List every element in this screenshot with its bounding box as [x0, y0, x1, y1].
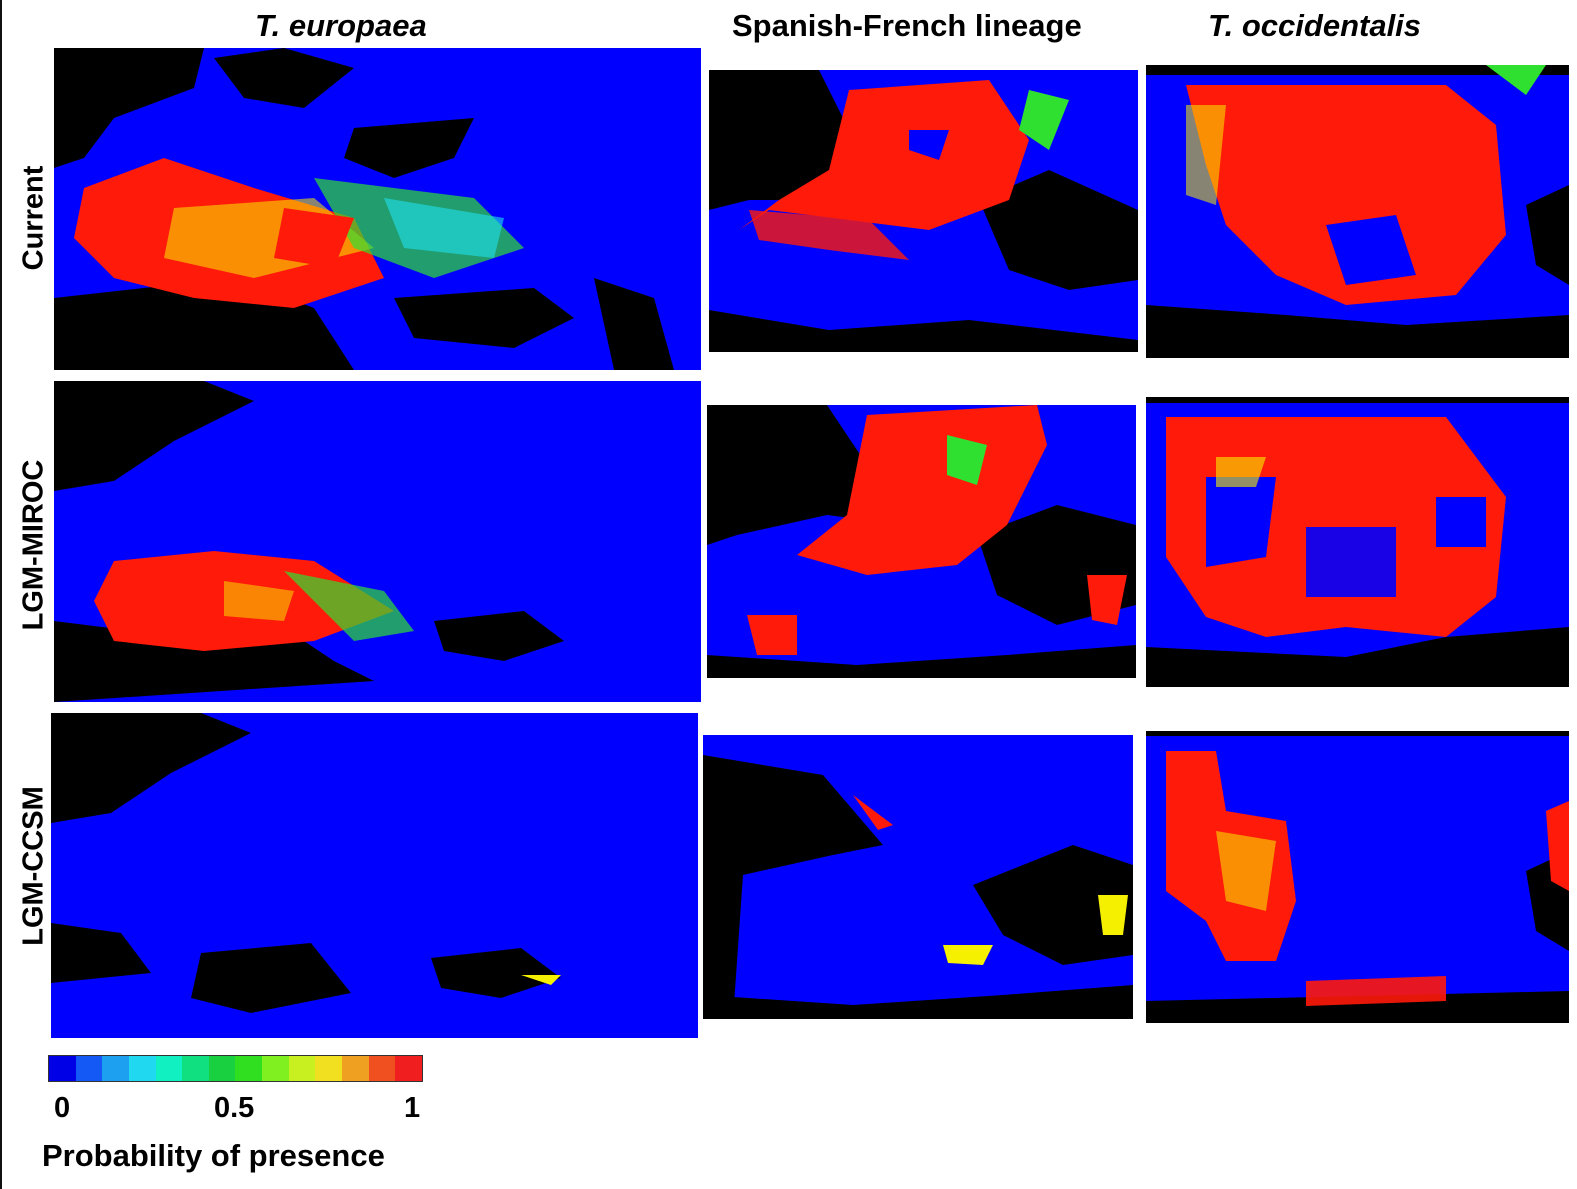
legend-swatch-12: [368, 1056, 396, 1081]
legend-swatch-0: [49, 1056, 76, 1081]
legend-swatch-3: [128, 1056, 156, 1081]
map-current-t-europaea: [54, 48, 701, 370]
map-lgm-miroc-t-occidentalis: [1146, 397, 1569, 687]
column-title-t-occidentalis: T. occidentalis: [1208, 8, 1422, 43]
map-lgm-ccsm-spanish-french-lineage: [703, 735, 1133, 1019]
column-title-spanish-french-lineage: Spanish-French lineage: [732, 8, 1082, 43]
map-current-spanish-french-lineage: [709, 70, 1138, 352]
map-lgm-ccsm-t-europaea: [51, 713, 698, 1038]
legend-color-scale: [48, 1055, 423, 1082]
legend-swatch-13: [395, 1056, 422, 1081]
row-label-lgm-miroc: LGM-MIROC: [17, 459, 50, 631]
legend-swatch-2: [102, 1056, 129, 1081]
map-lgm-miroc-t-europaea: [54, 381, 701, 702]
legend-tick-0: 0: [54, 1092, 71, 1124]
figure-left-border: [0, 0, 2, 1189]
map-current-t-occidentalis: [1146, 65, 1569, 358]
legend-title: Probability of presence: [42, 1138, 385, 1173]
row-label-current: Current: [17, 165, 50, 271]
legend-swatch-6: [208, 1056, 236, 1081]
map-lgm-ccsm-t-occidentalis: [1146, 731, 1569, 1023]
legend-swatch-9: [288, 1056, 316, 1081]
legend-swatch-4: [155, 1056, 183, 1081]
column-title-t-europaea: T. europaea: [255, 8, 427, 43]
legend-swatch-11: [342, 1056, 369, 1081]
row-label-lgm-ccsm: LGM-CCSM: [17, 786, 50, 946]
legend-swatch-7: [235, 1056, 263, 1081]
legend-tick-1: 1: [404, 1092, 421, 1124]
legend-swatch-1: [75, 1056, 103, 1081]
legend-swatch-10: [315, 1056, 343, 1081]
legend-swatch-8: [262, 1056, 289, 1081]
legend-swatch-5: [182, 1056, 209, 1081]
legend-tick-0-5: 0.5: [214, 1092, 255, 1124]
map-lgm-miroc-spanish-french-lineage: [707, 405, 1136, 678]
